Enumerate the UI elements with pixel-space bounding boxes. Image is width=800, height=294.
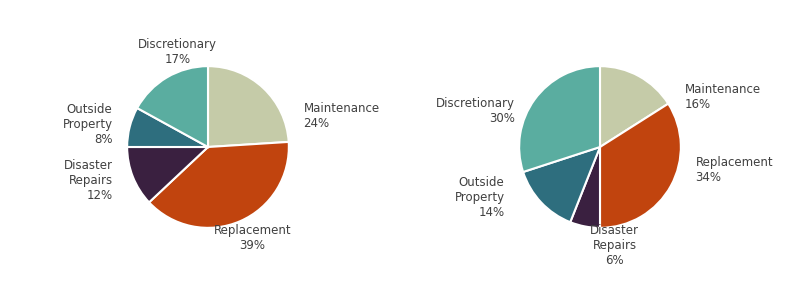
Wedge shape [519, 66, 600, 172]
Wedge shape [127, 147, 208, 202]
Text: Replacement
39%: Replacement 39% [214, 223, 291, 252]
Text: Discretionary
30%: Discretionary 30% [436, 97, 515, 125]
Text: Disaster
Repairs
12%: Disaster Repairs 12% [63, 159, 113, 203]
Text: Maintenance
24%: Maintenance 24% [303, 102, 379, 130]
Wedge shape [149, 142, 289, 228]
Text: Disaster
Repairs
6%: Disaster Repairs 6% [590, 224, 639, 267]
Text: Maintenance
16%: Maintenance 16% [685, 83, 761, 111]
Text: Outside
Property
8%: Outside Property 8% [62, 103, 113, 146]
Wedge shape [208, 66, 289, 147]
Wedge shape [600, 66, 668, 147]
Text: Replacement
34%: Replacement 34% [695, 156, 773, 184]
Wedge shape [600, 104, 681, 228]
Wedge shape [137, 66, 208, 147]
Text: Discretionary
17%: Discretionary 17% [138, 38, 217, 66]
Wedge shape [127, 108, 208, 147]
Wedge shape [570, 147, 600, 228]
Wedge shape [523, 147, 600, 222]
Text: Outside
Property
14%: Outside Property 14% [454, 176, 505, 219]
